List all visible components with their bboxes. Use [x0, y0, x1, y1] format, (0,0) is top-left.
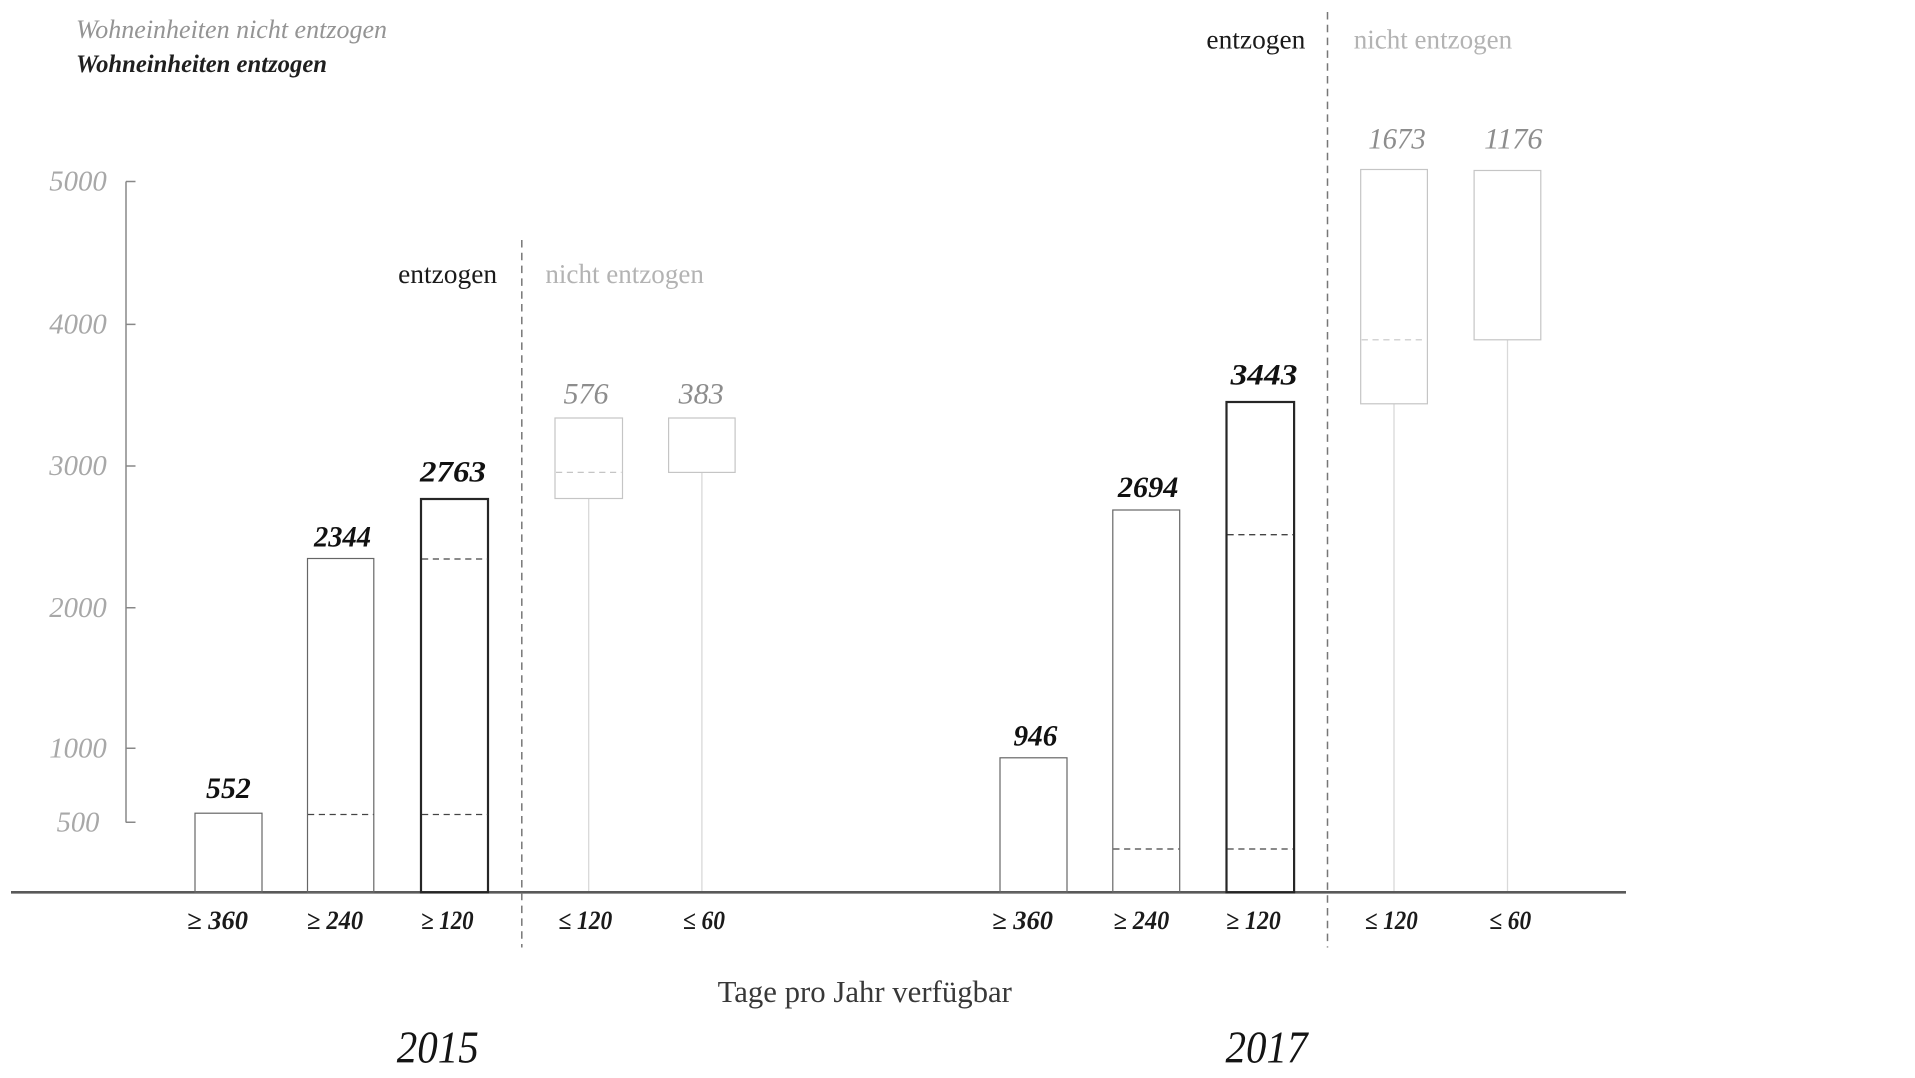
svg-text:552: 552	[206, 772, 251, 805]
svg-text:≥ 240: ≥ 240	[1113, 906, 1169, 935]
svg-text:2344: 2344	[313, 521, 371, 554]
svg-text:4000: 4000	[49, 310, 107, 341]
svg-text:576: 576	[563, 377, 608, 410]
svg-text:2000: 2000	[49, 593, 107, 624]
svg-text:1673: 1673	[1368, 123, 1426, 156]
svg-text:Wohneinheiten entzogen: Wohneinheiten entzogen	[76, 51, 327, 78]
svg-text:Tage pro Jahr verfügbar: Tage pro Jahr verfügbar	[718, 974, 1013, 1009]
svg-text:entzogen: entzogen	[398, 259, 498, 289]
svg-text:1000: 1000	[49, 733, 107, 764]
svg-text:2694: 2694	[1117, 471, 1179, 504]
svg-text:2017: 2017	[1226, 1022, 1310, 1072]
svg-text:nicht entzogen: nicht entzogen	[1354, 24, 1513, 54]
svg-text:2015: 2015	[397, 1022, 479, 1072]
svg-text:nicht entzogen: nicht entzogen	[545, 259, 704, 289]
svg-text:946: 946	[1013, 720, 1057, 753]
svg-text:≥ 360: ≥ 360	[187, 906, 248, 935]
svg-text:≥ 120: ≥ 120	[421, 906, 474, 935]
svg-text:≥ 240: ≥ 240	[307, 906, 363, 935]
svg-text:5000: 5000	[49, 167, 107, 198]
svg-text:≤ 60: ≤ 60	[683, 906, 725, 935]
svg-text:3443: 3443	[1229, 358, 1297, 391]
svg-text:≥ 360: ≥ 360	[992, 906, 1053, 935]
svg-text:≥ 120: ≥ 120	[1226, 906, 1281, 935]
svg-text:Wohneinheiten nicht entzogen: Wohneinheiten nicht entzogen	[76, 15, 387, 44]
svg-text:≤ 120: ≤ 120	[558, 906, 612, 935]
svg-text:1176: 1176	[1484, 123, 1542, 156]
svg-text:3000: 3000	[48, 451, 107, 482]
svg-text:2763: 2763	[419, 456, 486, 489]
svg-text:≤ 120: ≤ 120	[1365, 906, 1418, 935]
svg-text:≤ 60: ≤ 60	[1489, 906, 1531, 935]
svg-text:entzogen: entzogen	[1206, 24, 1306, 54]
svg-text:383: 383	[678, 377, 724, 410]
svg-text:500: 500	[57, 808, 100, 839]
